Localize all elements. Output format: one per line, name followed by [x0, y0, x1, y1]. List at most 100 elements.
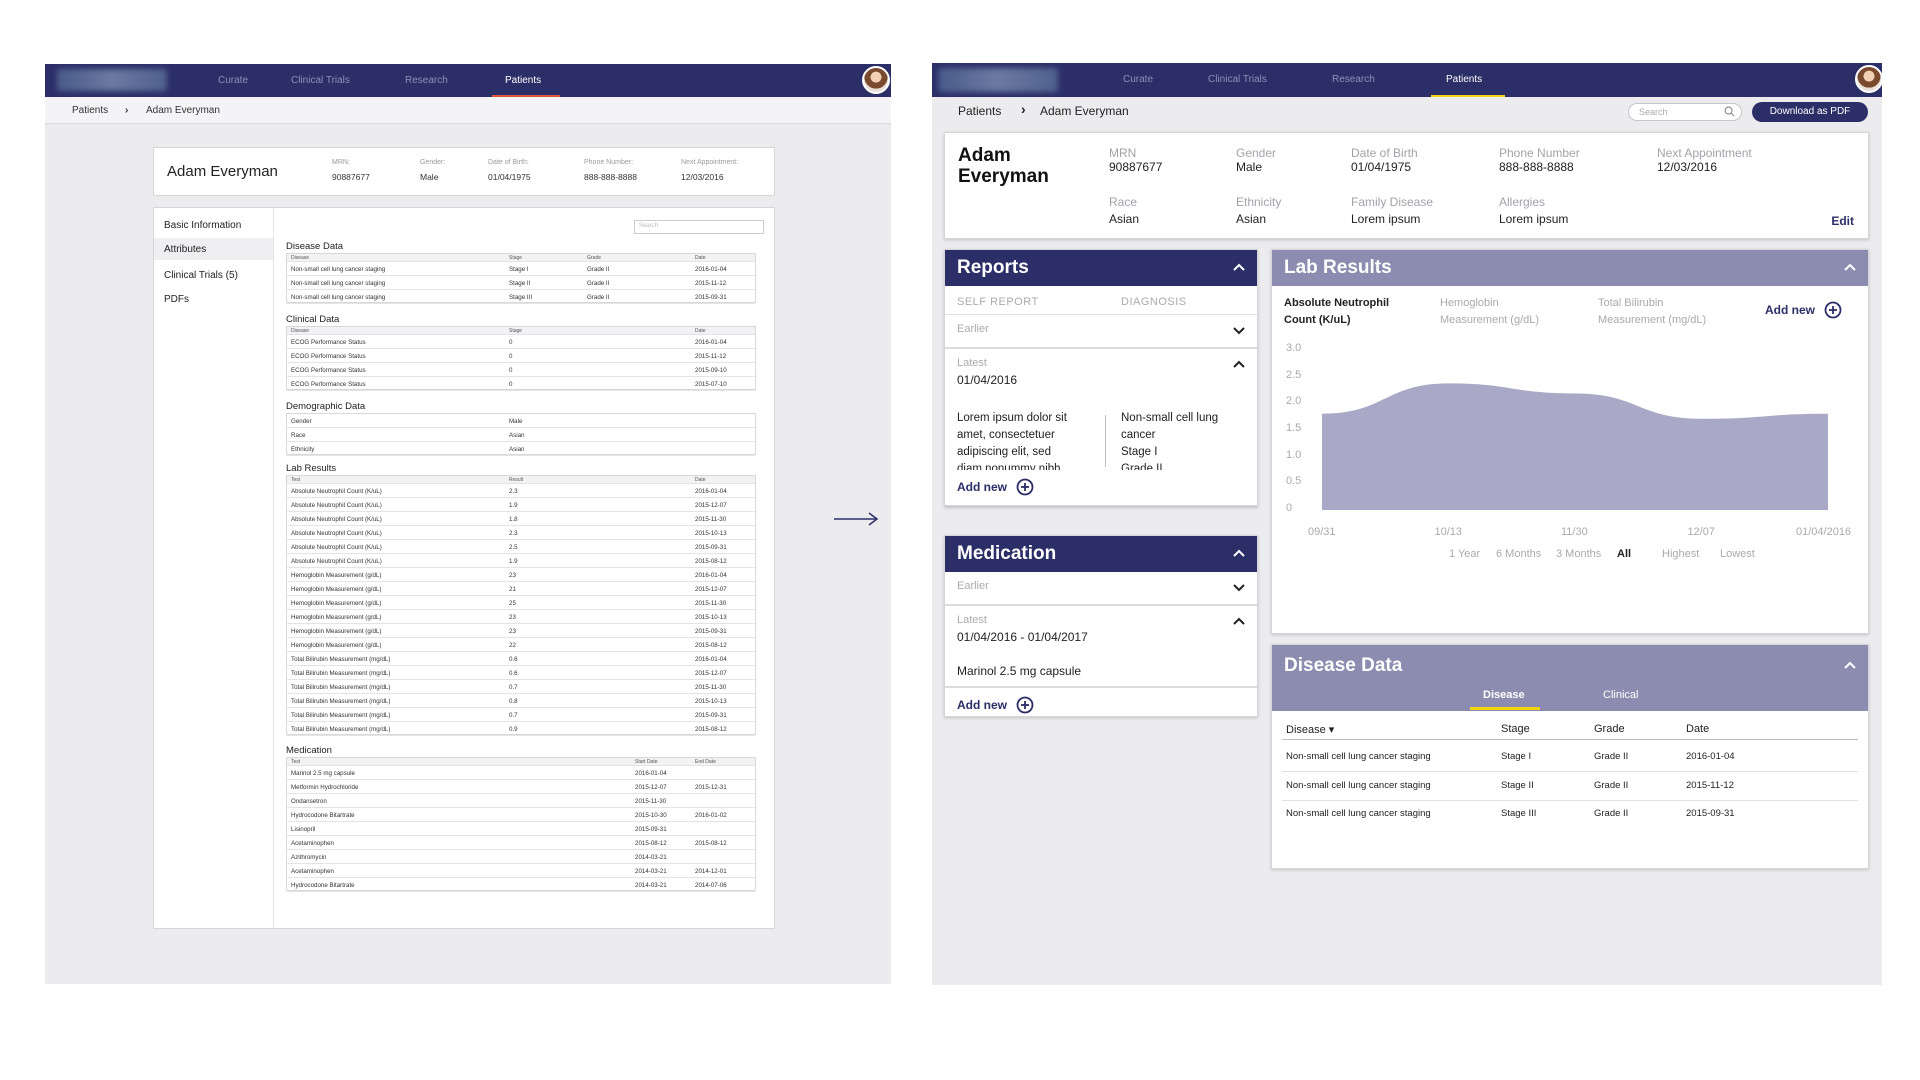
- latest-label[interactable]: Latest: [957, 614, 987, 626]
- chevron-up-icon[interactable]: [1233, 617, 1245, 625]
- tab-absolute-neutrophil[interactable]: Absolute Neutrophil Count (K/uL): [1284, 295, 1389, 329]
- chevron-down-icon[interactable]: [1233, 327, 1245, 335]
- avatar[interactable]: [1855, 65, 1882, 93]
- earlier-label[interactable]: Earlier: [957, 323, 989, 335]
- column-header[interactable]: Grade: [587, 255, 601, 261]
- medication-header[interactable]: Medication: [945, 536, 1257, 572]
- lab-results-header[interactable]: Lab Results: [1272, 250, 1868, 286]
- tab-total-bilirubin[interactable]: Total Bilirubin Measurement (mg/dL): [1598, 295, 1706, 329]
- sidebar-item-clinical-trials[interactable]: Clinical Trials (5): [164, 270, 238, 281]
- next-appointment-label: Next Appointment:: [681, 159, 739, 166]
- nav-curate[interactable]: Curate: [218, 75, 249, 86]
- chevron-up-icon[interactable]: [1844, 263, 1856, 271]
- lab-add-new-button[interactable]: Add new: [1765, 303, 1815, 317]
- divider: [1105, 415, 1106, 467]
- column-header[interactable]: Grade: [1594, 723, 1625, 735]
- plus-circle-icon[interactable]: [1824, 301, 1842, 319]
- nav-clinical-trials[interactable]: Clinical Trials: [1208, 74, 1267, 85]
- edit-link[interactable]: Edit: [1831, 214, 1854, 228]
- tab-self-report[interactable]: SELF REPORT: [957, 296, 1039, 308]
- plus-circle-icon[interactable]: [1016, 696, 1034, 714]
- column-header[interactable]: End Date: [695, 759, 716, 765]
- row-divider: [1282, 799, 1858, 801]
- range-6-months[interactable]: 6 Months: [1496, 548, 1542, 560]
- column-header[interactable]: Start Date: [635, 759, 658, 765]
- search-input[interactable]: Search: [1628, 103, 1742, 121]
- table-cell: 2015-11-12: [695, 353, 727, 360]
- active-tab-indicator: [1470, 707, 1540, 710]
- nav-clinical-trials[interactable]: Clinical Trials: [291, 75, 350, 86]
- column-header[interactable]: Date: [695, 477, 706, 483]
- breadcrumb-patients[interactable]: Patients: [72, 105, 109, 116]
- tab-clinical[interactable]: Clinical: [1603, 689, 1639, 701]
- divider: [945, 604, 1257, 606]
- tab-diagnosis[interactable]: DIAGNOSIS: [1121, 296, 1187, 308]
- column-header[interactable]: Disease ▾: [1286, 724, 1335, 736]
- nav-curate[interactable]: Curate: [1123, 74, 1154, 85]
- column-header[interactable]: Test: [291, 477, 301, 483]
- avatar[interactable]: [862, 66, 890, 94]
- column-header[interactable]: Test: [291, 759, 301, 765]
- chevron-up-icon[interactable]: [1844, 661, 1856, 669]
- table-cell: Total Bilirubin Measurement (mg/dL): [291, 656, 391, 663]
- clinical-data-table: Disease Stage Date ECOG Performance Status 0…: [286, 326, 756, 391]
- column-header[interactable]: Stage: [509, 328, 523, 334]
- nav-patients[interactable]: Patients: [1446, 74, 1483, 85]
- column-header[interactable]: Stage: [1501, 723, 1530, 735]
- medication-add-new-button[interactable]: Add new: [957, 698, 1007, 712]
- table-cell: 2015-11-12: [1686, 779, 1734, 791]
- breadcrumb-patients[interactable]: Patients: [958, 104, 1002, 118]
- column-header[interactable]: Stage: [509, 255, 523, 261]
- column-header[interactable]: Disease: [291, 255, 310, 261]
- table-cell: Absolute Neutrophil Count (K/uL): [291, 558, 382, 565]
- range-1-year[interactable]: 1 Year: [1449, 548, 1481, 560]
- column-header[interactable]: Result: [509, 477, 524, 483]
- table-row: Total Bilirubin Measurement (mg/dL) 0.6 20…: [287, 666, 755, 680]
- download-pdf-button[interactable]: Download as PDF: [1752, 102, 1868, 122]
- range-lowest[interactable]: Lowest: [1720, 548, 1755, 560]
- latest-label[interactable]: Latest: [957, 357, 987, 369]
- x-tick-label: 01/04/2016: [1796, 526, 1852, 538]
- sidebar-item-pdfs[interactable]: PDFs: [164, 294, 189, 305]
- table-row: ECOG Performance Status 0 2015-09-10: [287, 363, 755, 377]
- reports-header[interactable]: Reports: [945, 250, 1257, 286]
- nav-research[interactable]: Research: [1332, 74, 1375, 85]
- report-line: amet, consectetuer: [957, 429, 1055, 441]
- reports-add-new-button[interactable]: Add new: [957, 480, 1007, 494]
- divider: [945, 686, 1257, 688]
- table-cell: Stage II: [1501, 779, 1534, 791]
- allergies-label: Allergies: [1499, 195, 1546, 209]
- chevron-down-icon[interactable]: [1233, 584, 1245, 592]
- table-cell: Acetaminophen: [291, 868, 334, 875]
- chevron-up-icon[interactable]: [1233, 360, 1245, 368]
- mrn-value: 90887677: [1109, 160, 1163, 174]
- earlier-label[interactable]: Earlier: [957, 580, 989, 592]
- column-header[interactable]: Date: [695, 328, 706, 334]
- chevron-up-icon[interactable]: [1233, 549, 1245, 557]
- column-header[interactable]: Date: [695, 255, 706, 261]
- plus-circle-icon[interactable]: [1016, 478, 1034, 496]
- search-input[interactable]: Search: [634, 220, 764, 234]
- table-cell: Non-small cell lung cancer staging: [1286, 808, 1431, 819]
- phone-label: Phone Number: [1499, 146, 1580, 160]
- range-all[interactable]: All: [1617, 548, 1632, 560]
- tab-hemoglobin[interactable]: Hemoglobin Measurement (g/dL): [1440, 295, 1539, 329]
- nav-research[interactable]: Research: [405, 75, 448, 86]
- sidebar-item-basic-information[interactable]: Basic Information: [164, 220, 242, 231]
- y-tick-label: 0: [1286, 502, 1293, 514]
- patient-summary-card: Adam Everyman MRN 90887677 Gender Male D…: [944, 132, 1869, 239]
- tab-disease[interactable]: Disease: [1483, 689, 1525, 701]
- disease-data-table: Disease Stage Grade Date Non-small cell lung…: [286, 253, 756, 304]
- range-3-months[interactable]: 3 Months: [1556, 548, 1602, 560]
- sidebar-item-attributes[interactable]: Attributes: [164, 244, 207, 255]
- table-cell: 2015-11-12: [695, 280, 727, 287]
- column-header[interactable]: Date: [1686, 723, 1710, 735]
- nav-patients[interactable]: Patients: [505, 75, 542, 86]
- chevron-up-icon[interactable]: [1233, 263, 1245, 271]
- range-highest[interactable]: Highest: [1662, 548, 1700, 560]
- table-cell: 2016-01-04: [695, 339, 727, 346]
- diagnosis-line: cancer: [1121, 429, 1156, 441]
- column-header[interactable]: Disease: [291, 328, 310, 334]
- table-cell: Total Bilirubin Measurement (mg/dL): [291, 698, 391, 705]
- table-cell: 2015-10-13: [695, 530, 727, 537]
